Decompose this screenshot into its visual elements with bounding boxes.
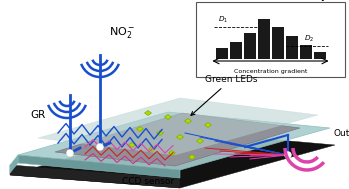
Polygon shape	[164, 115, 171, 119]
Circle shape	[97, 144, 103, 150]
Bar	[196, 2, 345, 77]
Polygon shape	[10, 155, 18, 173]
Circle shape	[285, 152, 291, 158]
Polygon shape	[55, 113, 300, 166]
Bar	[272, 27, 283, 59]
Text: Differential chromaticity: Differential chromaticity	[215, 0, 326, 1]
Text: Concentration gradient: Concentration gradient	[234, 69, 307, 74]
Polygon shape	[144, 111, 151, 115]
Polygon shape	[128, 143, 135, 147]
Polygon shape	[205, 122, 211, 127]
Polygon shape	[156, 131, 163, 136]
Polygon shape	[177, 135, 184, 139]
Bar	[230, 42, 242, 59]
Polygon shape	[38, 98, 318, 155]
Polygon shape	[188, 155, 195, 160]
Text: $D_{2}$: $D_{2}$	[304, 33, 314, 44]
Bar	[285, 36, 297, 59]
Polygon shape	[18, 155, 180, 178]
Text: CCD sensor: CCD sensor	[122, 177, 174, 187]
Bar	[258, 19, 269, 59]
Polygon shape	[18, 112, 330, 170]
Circle shape	[67, 150, 73, 156]
Polygon shape	[10, 130, 335, 188]
Polygon shape	[149, 146, 156, 151]
Bar	[215, 48, 228, 59]
Text: Green LEDs: Green LEDs	[191, 75, 258, 115]
Text: NO$_2^-$: NO$_2^-$	[109, 26, 135, 40]
Polygon shape	[185, 119, 192, 123]
Polygon shape	[196, 139, 203, 143]
Text: $D_{1}$: $D_{1}$	[217, 15, 228, 25]
Bar	[244, 33, 255, 59]
Polygon shape	[10, 165, 180, 188]
Polygon shape	[169, 151, 176, 155]
Text: Outlet: Outlet	[333, 129, 349, 138]
Bar	[299, 46, 312, 59]
Bar	[313, 52, 326, 59]
Text: GR: GR	[30, 110, 46, 120]
Polygon shape	[136, 127, 143, 132]
